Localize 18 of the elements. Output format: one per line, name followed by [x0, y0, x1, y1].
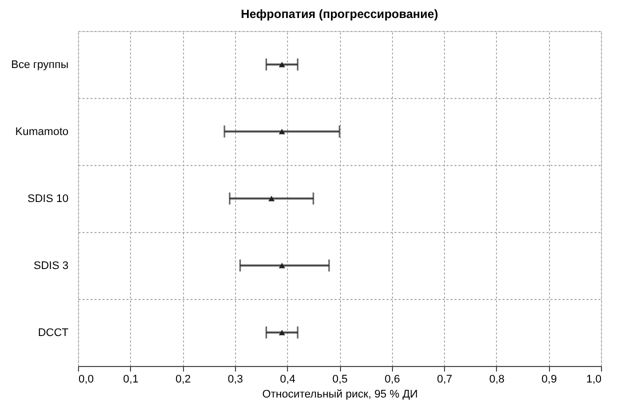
y-tick-label: SDIS 10 — [28, 193, 68, 205]
x-tick-label: 0,8 — [489, 374, 505, 386]
x-axis-title: Относительный риск, 95 % ДИ — [262, 388, 418, 400]
chart-title: Нефропатия (прогрессирование) — [240, 7, 438, 21]
x-tick-label: 0,1 — [123, 374, 138, 386]
x-tick-label: 0,9 — [542, 374, 557, 386]
x-tick-label: 0,5 — [332, 374, 348, 386]
x-tick-label: 0,4 — [280, 374, 296, 386]
x-tick-label: 0,3 — [228, 374, 244, 386]
x-tick-label: 1,0 — [586, 374, 602, 386]
y-tick-label: Все группы — [11, 59, 69, 71]
y-tick-label: Kumamoto — [15, 126, 68, 138]
y-tick-label: DCCT — [38, 327, 69, 339]
x-tick-label: 0,2 — [175, 374, 191, 386]
y-tick-label: SDIS 3 — [34, 260, 68, 272]
x-tick-label: 0,7 — [436, 374, 452, 386]
x-tick-label: 0,0 — [78, 374, 94, 386]
x-tick-label: 0,6 — [384, 374, 400, 386]
